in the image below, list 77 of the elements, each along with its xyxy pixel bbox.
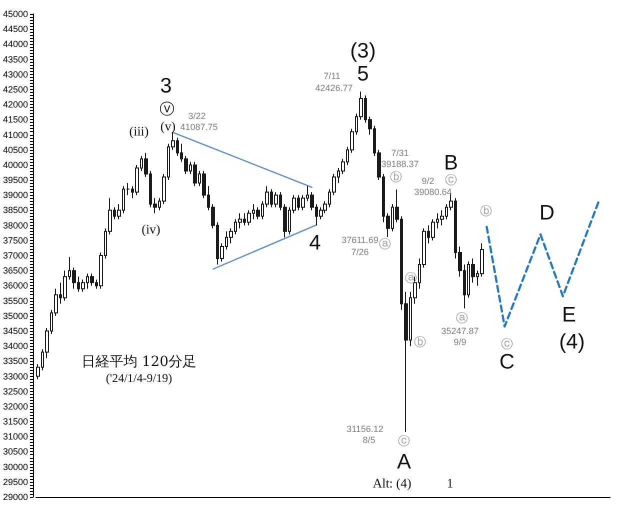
candlestick [90,273,94,286]
annotation: 7/31 [391,148,409,158]
annotation: ⓐ [405,271,417,285]
y-tick-label: 41000 [2,130,28,140]
annotation: (v) [160,118,176,134]
y-tick-label: 38500 [2,205,28,216]
annotation: 3/22 [188,111,206,121]
annotation: 31156.12 [346,424,384,434]
annotation: B [444,152,458,174]
y-tick-label: 42500 [2,84,28,94]
y-tick-label: 39000 [2,190,28,200]
annotation: ⓒ [501,337,513,351]
y-tick-label: 34000 [2,341,28,352]
annotation: ⓐ [379,237,391,251]
annotation: (3) [350,40,376,62]
y-tick-label: 31000 [2,432,28,442]
annotation: 7/26 [351,247,369,257]
annotation: (iii) [129,124,149,138]
y-tick-label: 33000 [2,371,28,382]
annotation: 8/5 [362,435,376,445]
y-tick-label: 43500 [2,54,28,64]
annotation: E [562,304,576,326]
annotation: D [539,202,555,224]
y-tick-label: 34500 [2,326,28,336]
annotation: 5 [357,62,369,86]
annotation: ⓑ [414,335,426,349]
annotation: ⓥ [160,100,174,118]
annotation: 42426.77 [315,83,353,93]
text: ('24/1/4-9/19) [106,371,172,385]
y-tick-label: 33500 [2,356,28,366]
y-tick-label: 32500 [2,386,28,396]
y-tick-label: 45000 [2,9,28,19]
y-tick-label: 37500 [2,235,28,246]
annotation: ⓒ [445,173,457,187]
annotation: 3 [160,74,172,98]
annotation: Alt: (4) [372,476,412,490]
annotation: ⓑ [390,170,402,184]
y-tick-label: 38000 [2,220,28,230]
candlestick [274,192,278,208]
y-tick-label: 35500 [2,296,28,306]
y-tick-label: 30500 [2,446,28,457]
y-tick-label: 41500 [2,114,28,125]
y-tick-label: 36500 [2,266,28,276]
y-tick-label: 39500 [2,175,28,186]
annotation: 35247.87 [441,326,479,336]
y-tick-label: 29500 [2,476,28,487]
annotation: 1 [446,476,454,490]
y-tick-label: 40000 [2,160,28,170]
y-tick-label: 37000 [2,250,28,260]
annotation: A [396,450,412,474]
annotation: (iv) [142,222,160,236]
annotation: ⓑ [480,204,492,218]
annotation: 37611.69 [342,235,378,245]
y-tick-label: 31500 [2,416,28,427]
annotation: C [499,350,515,374]
y-tick-label: 44500 [2,24,28,34]
y-tick-label: 40500 [2,144,28,155]
y-tick-label: 32000 [2,401,28,412]
annotation: 39188.37 [381,159,419,169]
annotation: (4) [559,330,585,354]
candlestick [193,161,197,187]
text: 日経平均 120分足 [81,354,197,370]
y-tick-label: 44000 [2,39,28,50]
annotation: 9/9 [454,337,466,347]
annotation: 4 [309,232,322,254]
y-tick-label: 42000 [2,100,28,110]
y-tick-label: 30000 [2,462,28,472]
annotation: 41087.75 [180,122,218,132]
annotation: ⓐ [456,311,468,325]
annotation: 9/2 [422,176,434,186]
y-tick-label: 43000 [2,69,28,80]
annotation: 7/11 [324,71,340,81]
annotation: 39080.64 [414,187,452,197]
y-tick-label: 35000 [2,310,28,321]
annotation: ⓒ [398,434,410,448]
y-tick-label: 36000 [2,280,28,291]
y-tick-label: 29000 [2,492,28,502]
